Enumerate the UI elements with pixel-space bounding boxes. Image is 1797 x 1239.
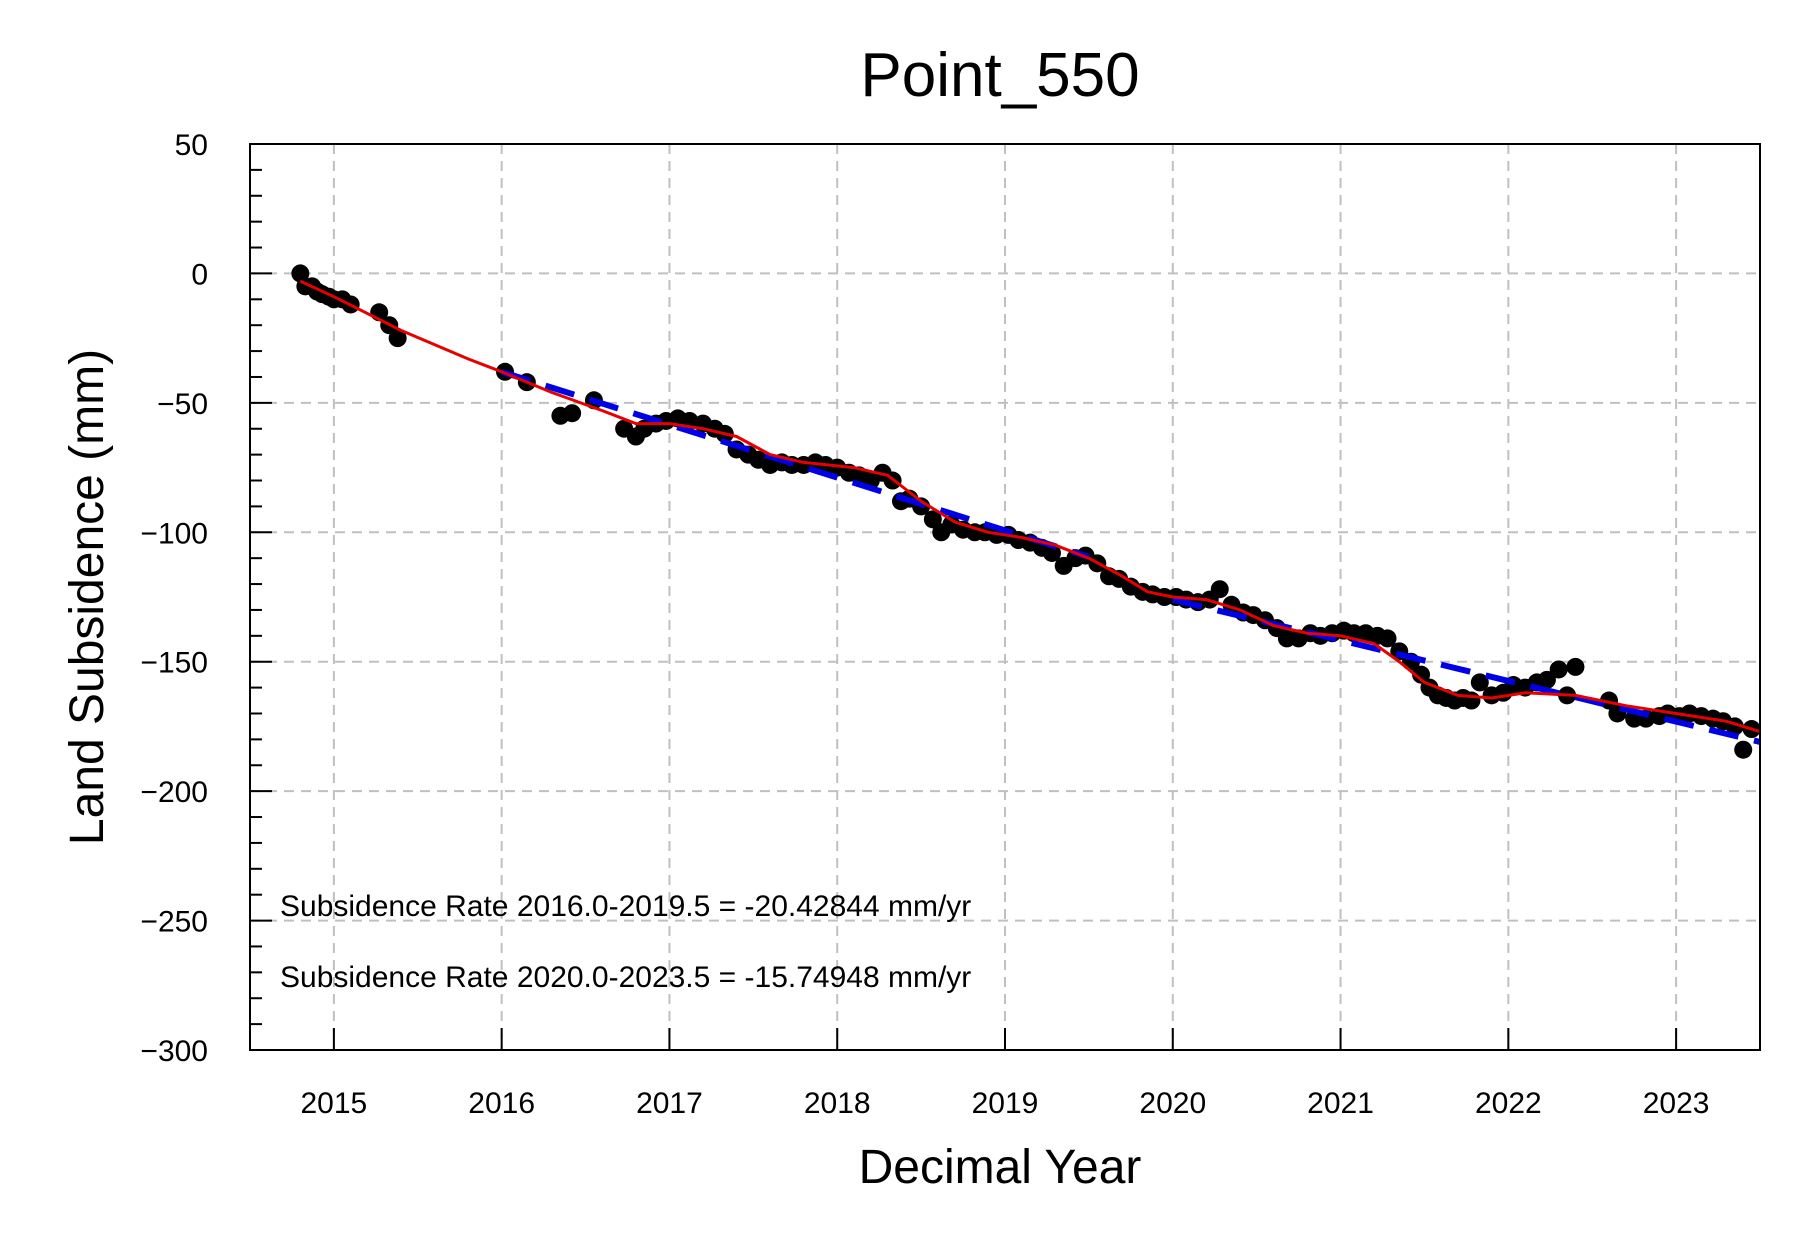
y-tick-label: 50 — [175, 129, 208, 162]
x-tick-label: 2016 — [468, 1087, 535, 1120]
data-point — [1412, 665, 1431, 684]
trend-line — [500, 368, 1090, 560]
x-tick-label: 2021 — [1307, 1087, 1374, 1120]
x-tick-label: 2022 — [1475, 1087, 1542, 1120]
plot-series — [291, 264, 1760, 759]
y-tick-label: 0 — [191, 258, 208, 291]
chart-title: Point_550 — [860, 41, 1139, 110]
rate-annotation-2: Subsidence Rate 2020.0-2023.5 = -15.7494… — [280, 961, 971, 994]
data-point — [1378, 629, 1397, 648]
x-tick-label: 2020 — [1139, 1087, 1206, 1120]
data-point — [1537, 670, 1556, 689]
y-axis-label: Land Subsidence (mm) — [61, 349, 114, 845]
rate-annotation-1: Subsidence Rate 2016.0-2019.5 = -20.4284… — [280, 890, 971, 923]
axis-ticks: 2015 2016 2017 2018 2019 2020 2021 2022 2023 50 0 −… — [140, 129, 1709, 1120]
data-point — [388, 329, 407, 348]
y-tick-label: −250 — [140, 906, 208, 939]
data-point — [1210, 580, 1229, 599]
data-point — [1566, 657, 1585, 676]
x-tick-label: 2018 — [804, 1087, 871, 1120]
x-tick-label: 2015 — [301, 1087, 368, 1120]
x-axis-label: Decimal Year — [859, 1141, 1142, 1194]
data-point — [1734, 740, 1753, 759]
y-tick-label: −100 — [140, 517, 208, 550]
y-tick-label: −50 — [157, 388, 208, 421]
data-point — [1462, 691, 1481, 710]
data-point — [1470, 673, 1489, 692]
data-point — [1042, 543, 1061, 562]
plot-area — [291, 264, 1760, 759]
x-tick-label: 2023 — [1643, 1087, 1710, 1120]
y-tick-label: −200 — [140, 776, 208, 809]
data-point — [1549, 660, 1568, 679]
smooth-line — [299, 279, 1760, 734]
x-tick-label: 2017 — [636, 1087, 703, 1120]
data-point — [923, 510, 942, 529]
y-tick-label: −300 — [140, 1035, 208, 1068]
x-tick-label: 2019 — [972, 1087, 1039, 1120]
data-point — [563, 404, 582, 423]
y-tick-label: −150 — [140, 647, 208, 680]
data-point — [1600, 691, 1618, 710]
